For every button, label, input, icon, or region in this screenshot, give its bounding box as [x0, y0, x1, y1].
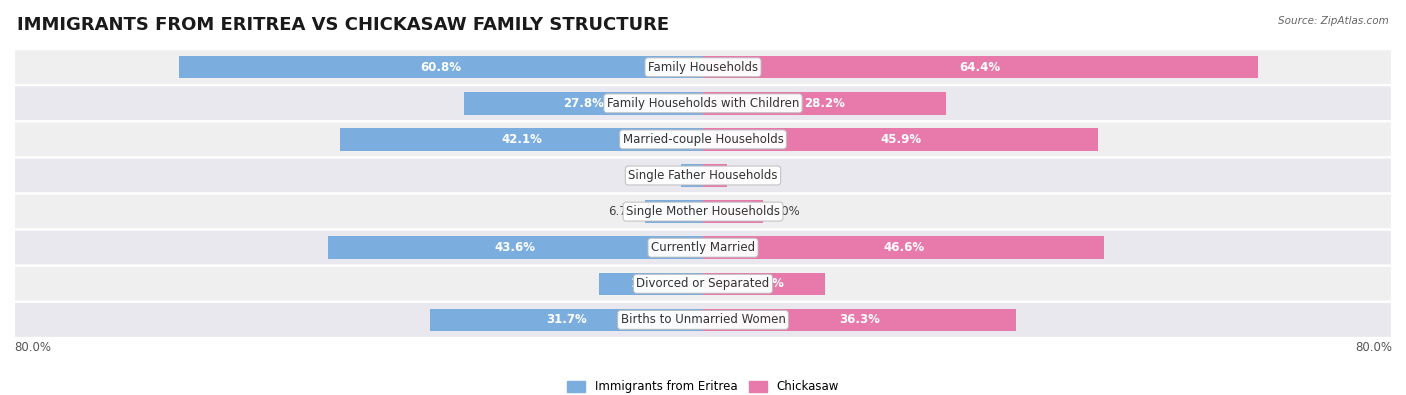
Text: 31.7%: 31.7% [546, 313, 586, 326]
FancyBboxPatch shape [14, 266, 1392, 302]
Bar [703, 164, 727, 187]
Text: 60.8%: 60.8% [420, 61, 461, 74]
Bar [599, 273, 703, 295]
FancyBboxPatch shape [14, 49, 1392, 85]
Text: 6.7%: 6.7% [609, 205, 638, 218]
Text: Source: ZipAtlas.com: Source: ZipAtlas.com [1278, 16, 1389, 26]
Text: Single Mother Households: Single Mother Households [626, 205, 780, 218]
Text: 27.8%: 27.8% [562, 97, 603, 110]
FancyBboxPatch shape [14, 229, 1392, 266]
Bar [645, 200, 703, 223]
Text: 7.0%: 7.0% [770, 205, 800, 218]
Text: Family Households with Children: Family Households with Children [607, 97, 799, 110]
FancyBboxPatch shape [14, 158, 1392, 194]
FancyBboxPatch shape [14, 194, 1392, 229]
Bar [703, 92, 946, 115]
Text: 36.3%: 36.3% [839, 313, 880, 326]
FancyBboxPatch shape [14, 85, 1392, 121]
Text: 80.0%: 80.0% [1355, 341, 1392, 354]
Bar [703, 273, 825, 295]
Text: Family Households: Family Households [648, 61, 758, 74]
Text: 14.2%: 14.2% [744, 277, 785, 290]
Text: 12.1%: 12.1% [630, 277, 671, 290]
Text: Currently Married: Currently Married [651, 241, 755, 254]
FancyBboxPatch shape [14, 302, 1392, 338]
Bar [703, 237, 1104, 259]
Text: 42.1%: 42.1% [502, 133, 543, 146]
Bar [430, 308, 703, 331]
Text: 80.0%: 80.0% [14, 341, 51, 354]
Bar [464, 92, 703, 115]
Text: 2.8%: 2.8% [734, 169, 763, 182]
Text: 2.5%: 2.5% [645, 169, 675, 182]
Bar [340, 128, 703, 150]
Text: 46.6%: 46.6% [883, 241, 924, 254]
Text: 43.6%: 43.6% [495, 241, 536, 254]
Bar [703, 200, 763, 223]
Text: Divorced or Separated: Divorced or Separated [637, 277, 769, 290]
Text: Married-couple Households: Married-couple Households [623, 133, 783, 146]
Text: IMMIGRANTS FROM ERITREA VS CHICKASAW FAMILY STRUCTURE: IMMIGRANTS FROM ERITREA VS CHICKASAW FAM… [17, 16, 669, 34]
Bar [180, 56, 703, 79]
Bar [703, 308, 1015, 331]
Text: Single Father Households: Single Father Households [628, 169, 778, 182]
Bar [703, 56, 1257, 79]
Text: 64.4%: 64.4% [960, 61, 1001, 74]
Bar [703, 128, 1098, 150]
FancyBboxPatch shape [14, 121, 1392, 158]
Bar [328, 237, 703, 259]
Legend: Immigrants from Eritrea, Chickasaw: Immigrants from Eritrea, Chickasaw [562, 376, 844, 395]
Text: Births to Unmarried Women: Births to Unmarried Women [620, 313, 786, 326]
Bar [682, 164, 703, 187]
Text: 28.2%: 28.2% [804, 97, 845, 110]
Text: 45.9%: 45.9% [880, 133, 921, 146]
